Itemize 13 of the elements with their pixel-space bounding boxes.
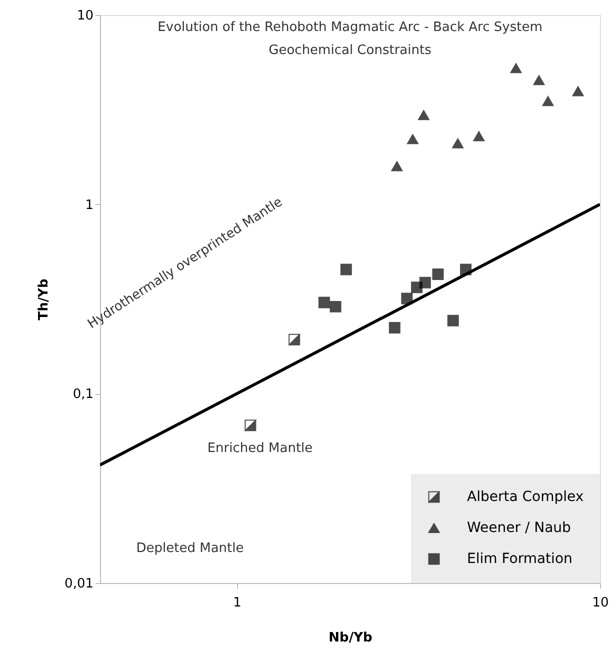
- y-tick-label: 0,1: [72, 387, 94, 402]
- y-tick-label: 10: [76, 8, 94, 24]
- legend-label: Weener / Naub: [467, 520, 572, 536]
- annotation: Enriched Mantle: [207, 441, 313, 456]
- y-axis-title: Th/Yb: [36, 278, 52, 320]
- text: Geochemical Constraints: [268, 43, 432, 58]
- y-tick-label: 1: [85, 198, 94, 213]
- y-tick-label: 0,01: [64, 576, 94, 592]
- annotation: Depleted Mantle: [136, 541, 244, 556]
- legend-label: Alberta Complex: [467, 489, 584, 505]
- legend-label: Elim Formation: [467, 551, 572, 567]
- chart-title: Evolution of the Rehoboth Magmatic Arc - Back Arc System: [158, 20, 542, 35]
- x-axis-title: Nb/Yb: [328, 630, 372, 646]
